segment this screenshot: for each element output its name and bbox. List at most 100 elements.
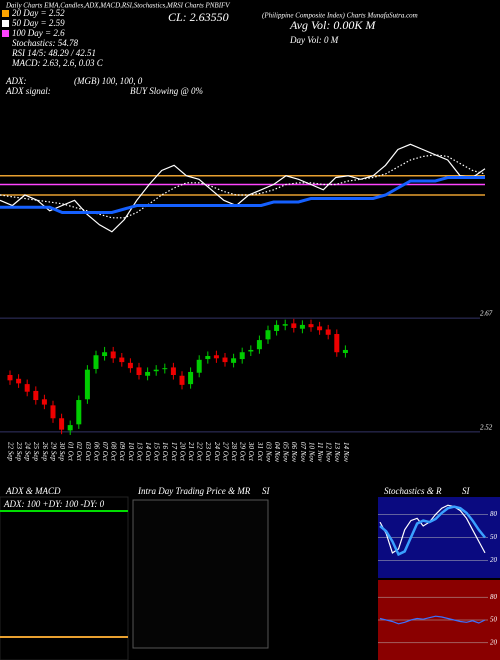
x-tick-label: 07 Oct <box>101 442 109 462</box>
candle-body <box>24 384 30 392</box>
x-tick-label: 24 Oct <box>213 442 221 462</box>
candle-body <box>325 329 331 335</box>
legend-swatch <box>2 30 9 37</box>
adx-label: ADX: <box>5 76 27 86</box>
oscillator-line <box>379 615 486 625</box>
legend-swatch <box>2 10 9 17</box>
candle-body <box>76 400 82 425</box>
stat: 100 Day = 2.6 <box>12 28 65 38</box>
stat: 50 Day = 2.59 <box>12 18 65 28</box>
x-tick-label: 30 Oct <box>247 441 255 462</box>
panel-label: ADX: 100 +DY: 100 -DY: 0 <box>3 499 105 509</box>
candle-body <box>205 356 211 360</box>
candle-body <box>93 355 99 369</box>
oscillator-line <box>379 505 486 557</box>
panel-title: SI <box>462 486 471 496</box>
x-tick-label: 14 Nov <box>342 442 350 463</box>
x-tick-label: 13 Nov <box>333 442 341 463</box>
stat: RSI 14/5: 48.29 / 42.51 <box>11 48 96 58</box>
indicator-line <box>0 143 486 233</box>
candle-body <box>179 375 185 385</box>
x-tick-label: 24 Sep <box>24 442 32 461</box>
candle-body <box>7 375 13 381</box>
x-tick-label: 31 Oct <box>256 441 264 462</box>
candle-body <box>102 352 108 357</box>
panel-title: ADX & MACD <box>5 486 61 496</box>
x-tick-label: 06 Nov <box>290 442 298 463</box>
candle-body <box>33 390 39 401</box>
x-tick-label: 22 Sep <box>6 442 14 461</box>
x-tick-label: 01 Oct <box>67 442 75 462</box>
day-vol: Day Vol: 0 M <box>289 35 339 45</box>
candle-body <box>299 324 305 329</box>
x-tick-label: 14 Oct <box>144 442 152 462</box>
candle-body <box>153 369 159 372</box>
legend-swatch <box>2 20 9 27</box>
x-tick-label: 03 Oct <box>84 442 92 462</box>
candle-body <box>265 330 271 340</box>
x-tick-label: 10 Nov <box>307 442 315 463</box>
x-tick-label: 29 Oct <box>239 442 247 462</box>
x-tick-label: 16 Oct <box>161 442 169 462</box>
x-tick-label: 12 Nov <box>325 442 333 463</box>
stat: 20 Day = 2.52 <box>12 8 65 18</box>
x-tick-label: 20 Oct <box>178 442 186 462</box>
x-tick-label: 15 Oct <box>153 442 161 462</box>
x-tick-label: 30 Sep <box>58 441 66 461</box>
adx-panel <box>0 496 129 660</box>
candle-body <box>239 352 245 360</box>
adx-signal-label: ADX signal: <box>5 86 51 96</box>
x-tick-label: 02 Oct <box>75 442 83 462</box>
x-tick-label: 28 Oct <box>230 442 238 462</box>
x-tick-label: 07 Nov <box>299 442 307 463</box>
y-tick-label: 50 <box>490 533 498 541</box>
x-tick-label: 05 Nov <box>282 442 290 463</box>
candle-body <box>274 324 280 331</box>
y-tick-label: 50 <box>490 616 498 624</box>
avg-vol: Avg Vol: 0.00K M <box>289 18 376 32</box>
x-tick-label: 11 Nov <box>316 442 324 462</box>
x-tick-label: 29 Sep <box>49 442 57 461</box>
x-tick-label: 27 Oct <box>221 442 229 462</box>
candle-body <box>342 349 348 353</box>
x-tick-label: 09 Oct <box>118 442 126 462</box>
stat: MACD: 2.63, 2.6, 0.03 C <box>11 58 104 68</box>
close: CL: 2.63550 <box>168 10 229 24</box>
candle-body <box>308 324 314 328</box>
intraday-box <box>132 499 269 649</box>
x-tick-label: 04 Nov <box>273 442 281 463</box>
y-tick-label: 20 <box>490 556 498 564</box>
top-line: Daily Charts EMA,Candles,ADX,MACD,RSI,St… <box>5 2 230 10</box>
candle-body <box>188 371 194 385</box>
candle-body <box>256 340 262 350</box>
x-tick-label: 23 Sep <box>15 442 23 461</box>
candle-body <box>41 399 47 405</box>
panel-title: Intra Day Trading Price & MR <box>137 486 251 496</box>
candle-body <box>282 324 288 326</box>
candle-body <box>119 357 125 363</box>
x-tick-label: 13 Oct <box>135 442 143 462</box>
candle-body <box>67 425 73 431</box>
candle-body <box>84 369 90 400</box>
y-tick-label: 20 <box>490 638 498 646</box>
candle-body <box>127 362 133 369</box>
candle-body <box>59 418 65 430</box>
x-tick-label: 21 Oct <box>187 442 195 462</box>
y-tick-label: 2.52 <box>480 424 493 432</box>
x-tick-label: 08 Oct <box>110 442 118 462</box>
y-tick-label: 80 <box>490 510 498 518</box>
x-tick-label: 17 Oct <box>170 442 178 462</box>
candle-body <box>291 323 297 328</box>
candle-body <box>170 367 176 375</box>
x-tick-label: 23 Oct <box>204 442 212 462</box>
x-tick-label: 10 Oct <box>127 442 135 462</box>
candle-body <box>213 355 219 359</box>
x-tick-label: 25 Sep <box>32 442 40 461</box>
panel-title: Stochastics & R <box>384 486 442 496</box>
candle-body <box>136 367 142 375</box>
x-tick-label: 03 Nov <box>264 442 272 463</box>
candle-body <box>145 371 151 376</box>
source: (Philippine Composite Index) Charts Muna… <box>262 12 418 20</box>
candle-body <box>248 349 254 352</box>
